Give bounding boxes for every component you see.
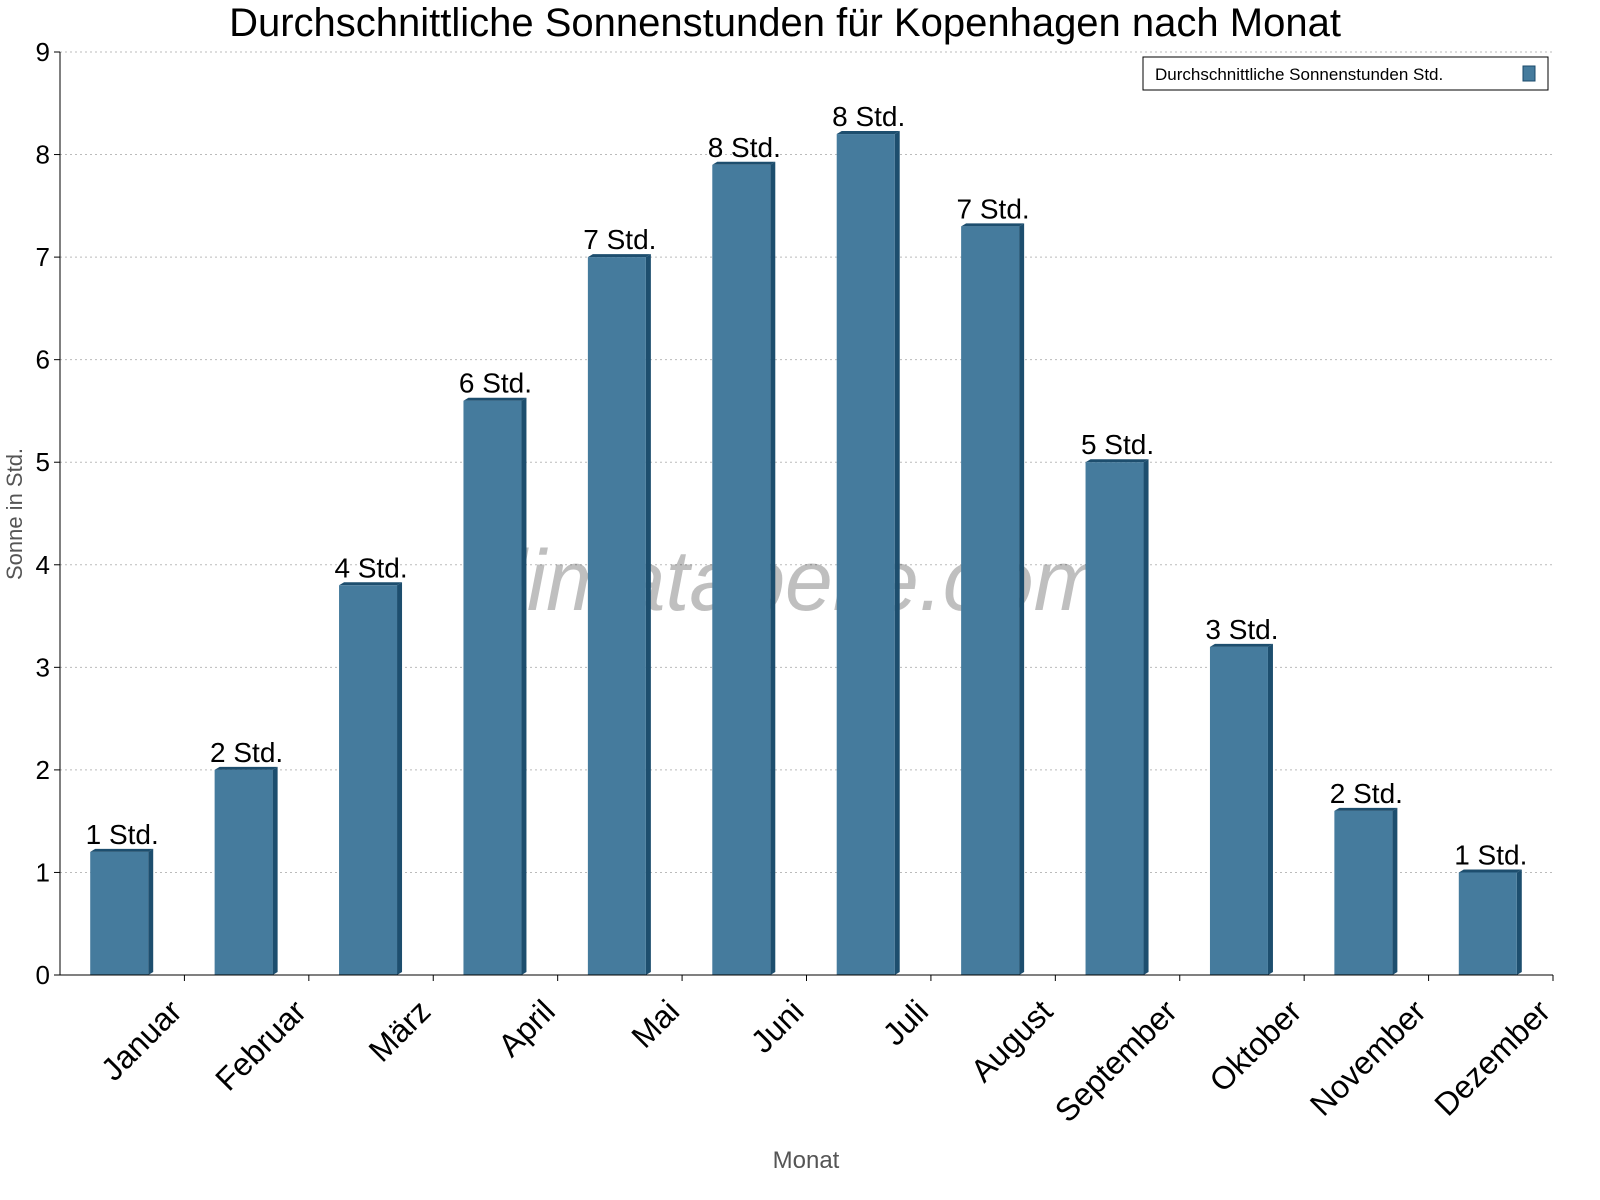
- x-tick-label: Oktober: [1202, 993, 1308, 1099]
- bar-top: [214, 766, 278, 770]
- bar-side: [1143, 459, 1149, 975]
- bar-top: [1334, 807, 1398, 811]
- bar-side: [148, 848, 154, 975]
- bar: [339, 585, 398, 975]
- y-tick-label: 6: [36, 345, 50, 375]
- bar: [1334, 810, 1393, 975]
- y-tick-label: 9: [36, 37, 50, 67]
- legend: Durchschnittliche Sonnenstunden Std.: [1142, 56, 1549, 91]
- data-label: 5 Std.: [1081, 429, 1154, 460]
- x-tick-label: Dezember: [1427, 993, 1557, 1123]
- x-tick-label: Juni: [744, 993, 811, 1060]
- bar: [1458, 872, 1517, 975]
- data-label: 1 Std.: [1454, 839, 1527, 870]
- data-label: 8 Std.: [708, 132, 781, 163]
- bar: [836, 134, 895, 976]
- y-tick-label: 3: [36, 652, 50, 682]
- gridlines: [60, 51, 1553, 873]
- legend-label: Durchschnittliche Sonnenstunden Std.: [1155, 65, 1443, 84]
- data-label: 3 Std.: [1205, 614, 1278, 645]
- y-axis-label: Sonne in Std.: [2, 448, 27, 580]
- data-label: 4 Std.: [334, 552, 407, 583]
- data-label: 8 Std.: [832, 101, 905, 132]
- data-label: 2 Std.: [1330, 778, 1403, 809]
- data-label: 7 Std.: [583, 224, 656, 255]
- bar: [1209, 646, 1268, 975]
- x-ticks: Januar Februar März April Mai Juni Juli AugustS…: [94, 975, 1557, 1129]
- x-tick-label: Januar: [94, 993, 189, 1088]
- bar-side: [521, 397, 527, 975]
- bar: [961, 226, 1020, 975]
- bar-side: [770, 161, 776, 976]
- x-tick-label: Mai: [624, 993, 686, 1055]
- y-tick-label: 4: [36, 550, 50, 580]
- y-tick-label: 8: [36, 140, 50, 170]
- bar-top: [587, 254, 651, 258]
- y-tick-label: 5: [36, 447, 50, 477]
- x-tick-label: April: [491, 993, 562, 1064]
- bar-top: [463, 397, 527, 401]
- x-tick-label: September: [1048, 993, 1184, 1129]
- bar-side: [1267, 643, 1273, 975]
- axes: [59, 52, 1553, 976]
- bar-side: [1516, 869, 1522, 975]
- y-ticks: 0 1 2 3 4 5 6 7 8 9: [36, 37, 60, 990]
- y-tick-label: 7: [36, 242, 50, 272]
- bars: 1 Std. 2 Std. 4 Std. 6 Std. 7 Std. 8 Std. 8 St…: [86, 101, 1527, 976]
- data-label: 6 Std.: [459, 368, 532, 399]
- y-tick-label: 0: [36, 960, 50, 990]
- bar-side: [1392, 807, 1398, 975]
- x-tick-label: Juli: [876, 993, 935, 1052]
- bar-side: [397, 582, 403, 975]
- data-label: 2 Std.: [210, 737, 283, 768]
- x-tick-label: Februar: [208, 993, 313, 1098]
- y-tick-label: 2: [36, 755, 50, 785]
- bar-top: [90, 848, 154, 852]
- data-label: 7 Std.: [957, 193, 1030, 224]
- x-axis-label: Monat: [773, 1147, 840, 1174]
- bar-side: [894, 131, 900, 976]
- bar-top: [1209, 643, 1273, 647]
- bar-top: [961, 223, 1025, 227]
- bar-side: [1019, 223, 1025, 975]
- x-tick-label: März: [362, 993, 438, 1069]
- bar-top: [1458, 869, 1522, 873]
- y-tick-label: 1: [36, 857, 50, 887]
- chart-title: Durchschnittliche Sonnenstunden für Kope…: [229, 1, 1341, 45]
- bar-side: [272, 766, 278, 975]
- x-tick-label: August: [964, 993, 1060, 1089]
- bar: [463, 400, 522, 975]
- x-tick-label: November: [1303, 993, 1433, 1123]
- bar-top: [1085, 459, 1149, 463]
- data-label: 1 Std.: [86, 819, 159, 850]
- bar: [712, 164, 771, 976]
- bar: [90, 851, 149, 975]
- bar-side: [645, 254, 651, 976]
- legend-box: [1142, 56, 1549, 91]
- bar-top: [339, 582, 403, 586]
- bar: [587, 257, 646, 976]
- bar: [1085, 462, 1144, 975]
- bar-top: [712, 161, 776, 165]
- legend-swatch: [1522, 65, 1536, 82]
- bar: [214, 769, 273, 975]
- bar-top: [836, 131, 900, 135]
